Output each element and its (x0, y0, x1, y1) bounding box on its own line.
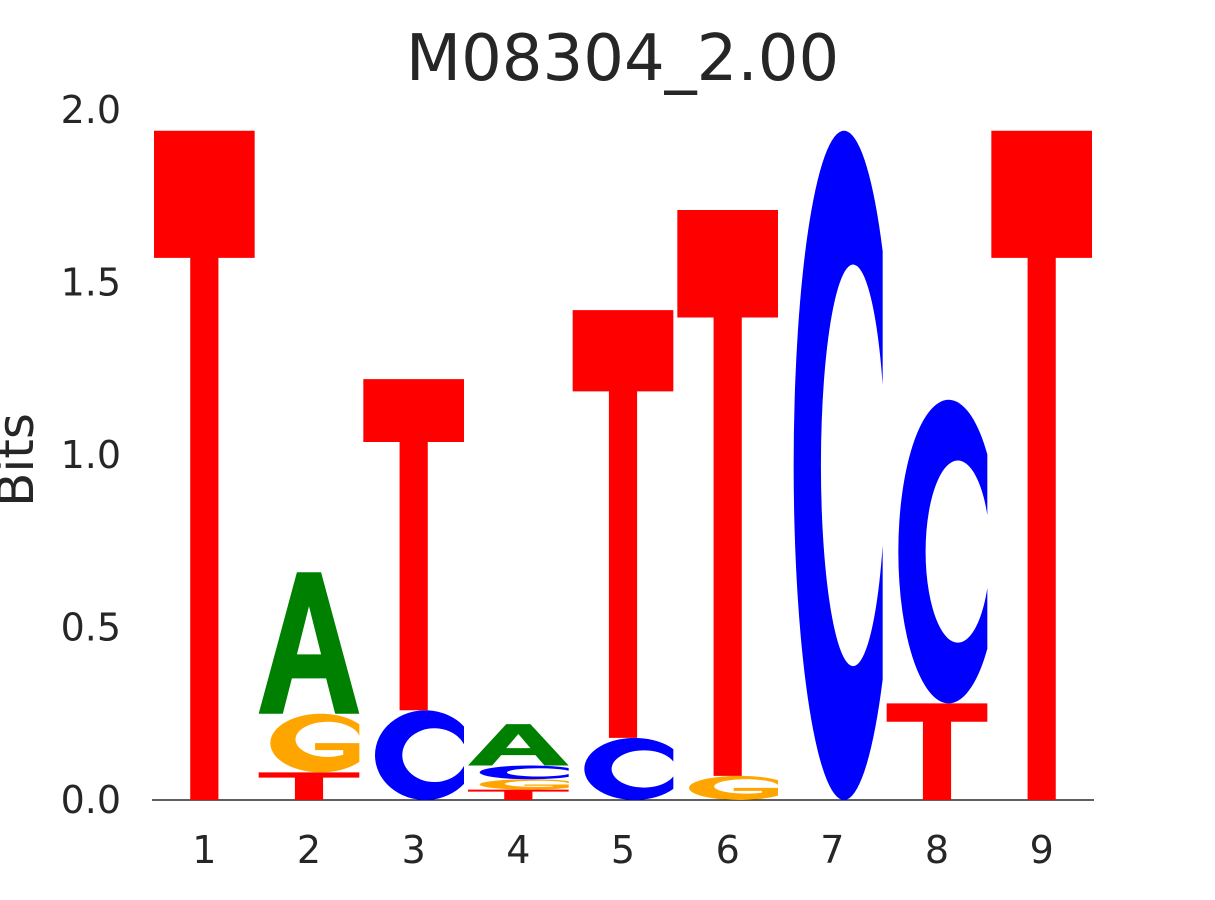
logo-letter-t (468, 789, 569, 800)
logo-letter-a (258, 572, 360, 714)
x-tick-label: 6 (716, 828, 740, 872)
logo-letter-a (468, 724, 569, 766)
x-tick-label: 8 (925, 828, 949, 872)
logo-letter-t (258, 772, 360, 800)
x-tick-label: 9 (1030, 828, 1054, 872)
logo-letter-t (677, 210, 778, 776)
x-tick-label: 4 (506, 828, 530, 872)
logo-letter-c (898, 399, 988, 704)
logo-letter-t (991, 130, 1092, 800)
logo-letter-c (584, 737, 674, 800)
axes: 0.0 0.5 1.0 1.5 2.0 1 2 3 4 5 6 7 8 9 (61, 88, 1094, 872)
y-tick-label: 0.0 (61, 778, 121, 822)
logo-letter-c (793, 130, 883, 800)
x-tick-label: 7 (820, 828, 844, 872)
logo-letter-g (479, 779, 569, 790)
x-tick-label: 3 (402, 828, 426, 872)
x-tick-label: 5 (611, 828, 635, 872)
logo-letter-c (374, 710, 464, 800)
logo-letter-g (688, 775, 778, 800)
logo-letter-g (270, 713, 360, 773)
x-tick-label: 2 (297, 828, 321, 872)
logo-letter-t (572, 310, 674, 738)
y-tick-label: 1.0 (61, 433, 121, 477)
logo-letter-t (154, 130, 255, 800)
y-tick-label: 2.0 (61, 88, 121, 132)
logo-letter-c (479, 765, 569, 780)
logo-letter-t (886, 703, 988, 800)
y-tick-label: 1.5 (61, 261, 121, 305)
logo-letter-t (363, 379, 464, 711)
x-tick-label: 1 (192, 828, 216, 872)
chart-title: M08304_2.00 (405, 22, 840, 96)
letter-stacks (154, 130, 1092, 800)
y-tick-label: 0.5 (61, 606, 121, 650)
